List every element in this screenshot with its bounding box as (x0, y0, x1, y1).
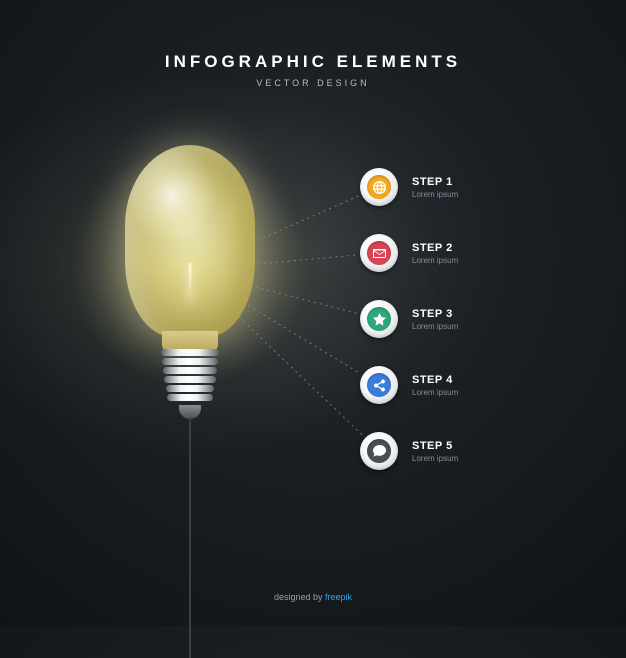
step-badge (360, 432, 398, 470)
steps-list: STEP 1Lorem ipsumSTEP 2Lorem ipsumSTEP 3… (360, 168, 458, 498)
step-title: STEP 4 (412, 374, 458, 386)
page-title: INFOGRAPHIC ELEMENTS (0, 52, 626, 72)
step-3: STEP 3 Lorem ipsum (360, 300, 458, 338)
step-title: STEP 1 (412, 176, 458, 188)
globe-icon (367, 175, 391, 199)
step-1: STEP 1 Lorem ipsum (360, 168, 458, 206)
step-title: STEP 5 (412, 440, 458, 452)
bulb-base (161, 349, 219, 407)
connector-lines (0, 0, 626, 626)
page-subtitle: VECTOR DESIGN (0, 78, 626, 88)
bulb-glass (125, 145, 255, 337)
step-desc: Lorem ipsum (412, 388, 458, 397)
step-4: STEP 4 Lorem ipsum (360, 366, 458, 404)
bulb-neck (162, 331, 218, 351)
step-badge (360, 168, 398, 206)
step-title: STEP 3 (412, 308, 458, 320)
step-desc: Lorem ipsum (412, 322, 458, 331)
step-2: STEP 2 Lorem ipsum (360, 234, 458, 272)
envelope-icon (367, 241, 391, 265)
bulb-filament (189, 263, 192, 303)
bulb-wire (189, 418, 191, 658)
footer-credit: designed by freepik (274, 592, 352, 602)
step-desc: Lorem ipsum (412, 454, 458, 463)
step-badge (360, 366, 398, 404)
star-icon (367, 307, 391, 331)
step-badge (360, 300, 398, 338)
step-title: STEP 2 (412, 242, 458, 254)
lightbulb (120, 145, 260, 465)
step-badge (360, 234, 398, 272)
header: INFOGRAPHIC ELEMENTS VECTOR DESIGN (0, 52, 626, 88)
step-desc: Lorem ipsum (412, 190, 458, 199)
share-icon (367, 373, 391, 397)
step-desc: Lorem ipsum (412, 256, 458, 265)
bulb-tip (179, 405, 201, 419)
chat-icon (367, 439, 391, 463)
footer-brand: freepik (325, 592, 352, 602)
step-5: STEP 5 Lorem ipsum (360, 432, 458, 470)
footer-prefix: designed by (274, 592, 325, 602)
